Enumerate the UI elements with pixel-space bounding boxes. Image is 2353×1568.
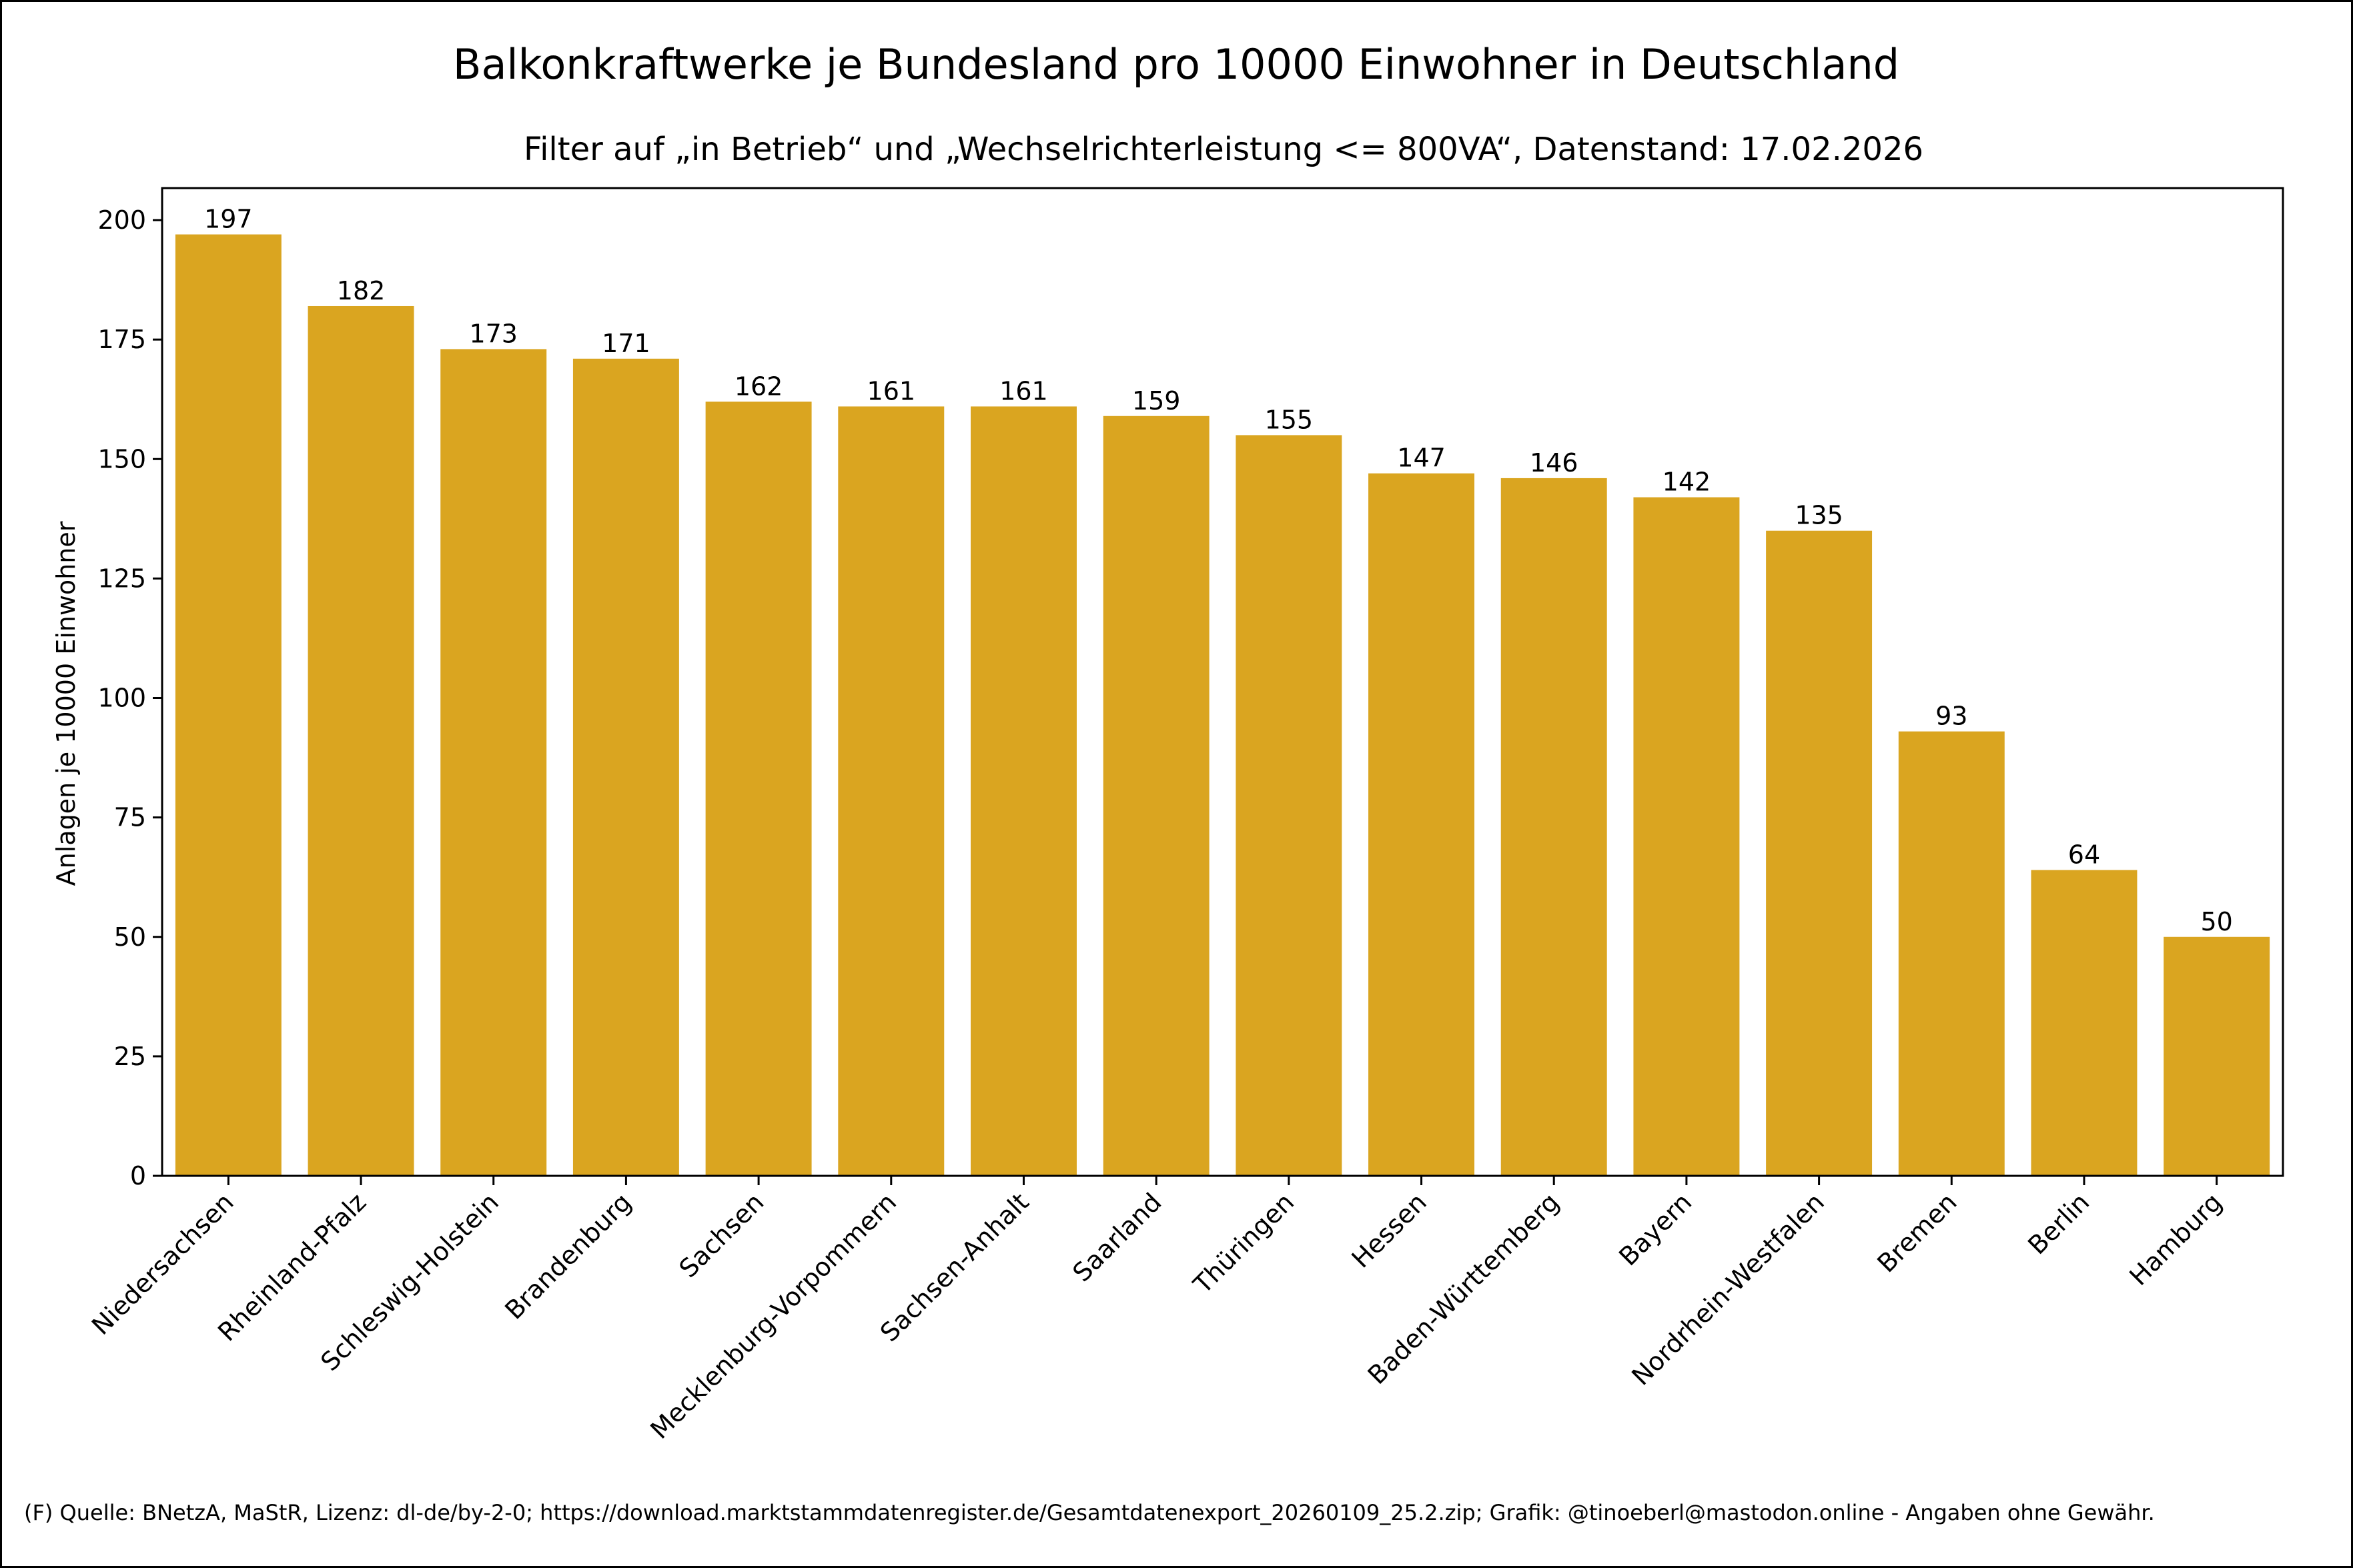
bar-value-label: 159 <box>1132 386 1181 416</box>
y-axis-label: Anlagen je 10000 Einwohner <box>51 521 81 886</box>
bar-3 <box>572 358 679 1176</box>
x-tick-label: Thüringen <box>1188 1187 1300 1299</box>
bar-value-label: 173 <box>469 319 518 348</box>
y-tick-label: 175 <box>97 325 146 354</box>
bar-1 <box>308 305 414 1176</box>
x-tick-label: Niedersachsen <box>86 1187 240 1341</box>
bar-value-label: 142 <box>1663 468 1711 497</box>
x-tick-label: Bayern <box>1613 1187 1697 1271</box>
bar-value-label: 147 <box>1397 444 1446 473</box>
bar-6 <box>970 406 1077 1177</box>
bar-4 <box>705 402 812 1176</box>
plot-area: 197Niedersachsen182Rheinland-Pfalz173Sch… <box>86 187 2284 1445</box>
plot-frame <box>161 187 2284 1177</box>
y-tick-label: 50 <box>114 922 146 952</box>
bar-12 <box>1766 530 1873 1176</box>
bar-value-label: 197 <box>204 205 253 234</box>
bar-10 <box>1500 478 1607 1177</box>
bar-8 <box>1236 435 1342 1176</box>
x-tick-label: Hessen <box>1346 1187 1432 1273</box>
bar-value-label: 93 <box>1935 702 1967 731</box>
footer-source: (F) Quelle: BNetzA, MaStR, Lizenz: dl-de… <box>24 1500 2155 1525</box>
chart-subtitle: Filter auf „in Betrieb“ und „Wechselrich… <box>524 131 1923 168</box>
x-tick-label: Sachsen <box>673 1187 769 1283</box>
bar-13 <box>1898 731 2005 1176</box>
y-tick-label: 100 <box>97 684 146 713</box>
bar-14 <box>2031 870 2138 1176</box>
bar-value-label: 64 <box>2068 840 2100 869</box>
bar-value-label: 135 <box>1795 501 1843 530</box>
y-tick-label: 0 <box>130 1161 146 1191</box>
bar-5 <box>838 406 945 1177</box>
x-tick-label: Hamburg <box>2124 1187 2228 1291</box>
bar-value-label: 182 <box>337 276 386 305</box>
bar-value-label: 161 <box>999 376 1048 406</box>
bar-value-label: 50 <box>2200 907 2232 936</box>
bar-value-label: 161 <box>867 376 916 406</box>
y-tick-label: 75 <box>114 803 146 832</box>
x-tick-label: Saarland <box>1067 1187 1167 1287</box>
x-tick-label: Berlin <box>2022 1187 2095 1260</box>
bar-9 <box>1368 473 1475 1176</box>
bar-0 <box>175 234 282 1176</box>
y-tick-label: 200 <box>97 205 146 235</box>
y-tick-label: 125 <box>97 564 146 593</box>
x-tick-label: Mecklenburg-Vorpommern <box>644 1187 902 1445</box>
bar-value-label: 162 <box>735 371 783 401</box>
chart-title: Balkonkraftwerke je Bundesland pro 10000… <box>453 40 1899 89</box>
bar-value-label: 146 <box>1530 448 1578 478</box>
bar-value-label: 171 <box>602 329 650 358</box>
bar-7 <box>1103 416 1210 1176</box>
bar-value-label: 155 <box>1265 405 1314 434</box>
y-tick-label: 150 <box>97 444 146 474</box>
x-tick-label: Bremen <box>1871 1187 1962 1278</box>
x-tick-label: Brandenburg <box>499 1187 636 1325</box>
bar-15 <box>2164 936 2270 1176</box>
y-tick-label: 25 <box>114 1042 146 1071</box>
bar-2 <box>440 349 547 1176</box>
bar-11 <box>1633 497 1740 1176</box>
